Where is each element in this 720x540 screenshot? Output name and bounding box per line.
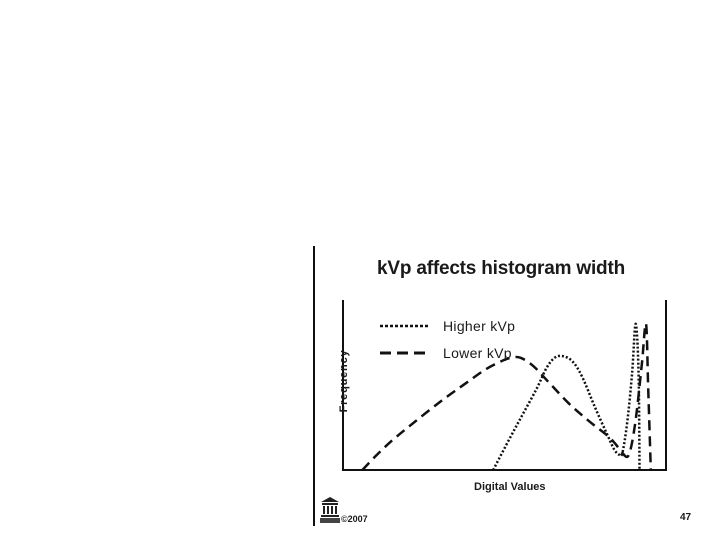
copyright-text: ©2007 — [341, 514, 368, 524]
page-number: 47 — [680, 512, 692, 523]
legend-label-lower-kvp: Lower kVp — [443, 345, 512, 361]
y-axis-label: Frequency — [338, 349, 350, 413]
series-line-higher-kvp — [492, 322, 641, 471]
institution-logo-icon — [320, 497, 340, 523]
x-axis-label: Digital Values — [474, 481, 546, 493]
legend-label-higher-kvp: Higher kVp — [443, 318, 516, 334]
chart-title: kVp affects histogram width — [377, 258, 625, 279]
slide-divider — [313, 246, 315, 526]
